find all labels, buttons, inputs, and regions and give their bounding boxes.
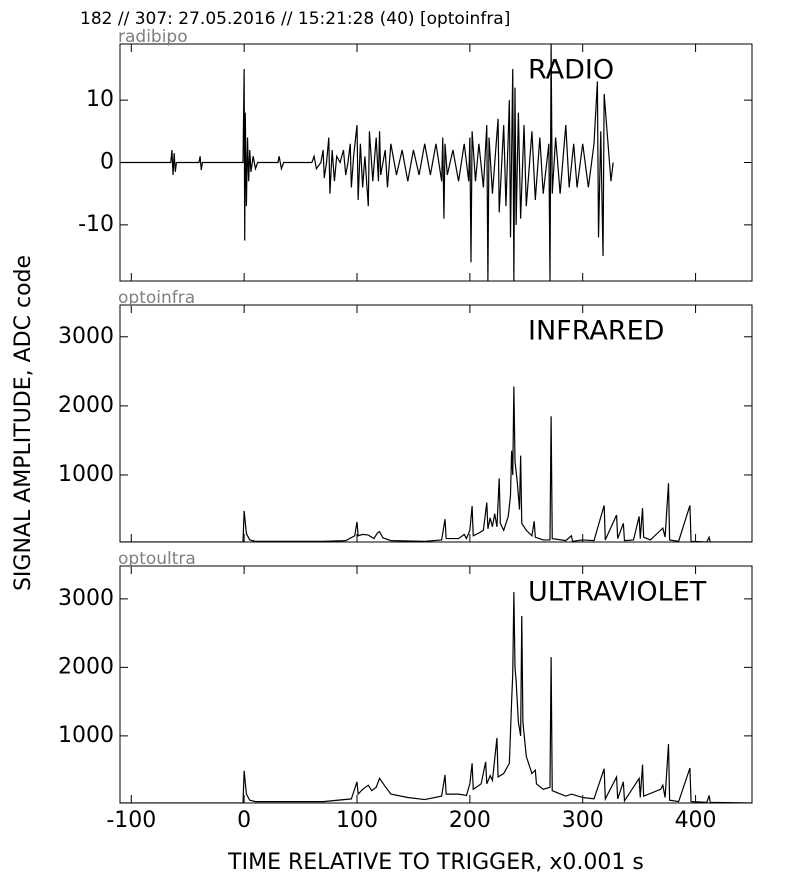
signal-line: [120, 592, 752, 803]
x-tick-label: 400: [675, 808, 717, 833]
y-tick-label: 1000: [58, 462, 114, 487]
header: 182 // 307: 27.05.2016 // 15:21:28 (40) …: [80, 9, 510, 29]
y-tick-label: 0: [100, 150, 114, 175]
x-axis-label: TIME RELATIVE TO TRIGGER, x0.001 s: [227, 850, 644, 875]
y-tick-label: 10: [86, 87, 114, 112]
y-tick-label: 2000: [58, 654, 114, 679]
y-tick-label: 2000: [58, 393, 114, 418]
y-tick-label: -10: [78, 212, 114, 237]
plot-frame: [119, 565, 753, 804]
signal-line: [120, 386, 752, 542]
y-tick-label: 3000: [58, 324, 114, 349]
y-tick-label: 3000: [58, 586, 114, 611]
x-tick-label: 100: [336, 808, 378, 833]
panel-annotation: ULTRAVIOLET: [528, 577, 707, 608]
x-tick-label: 0: [237, 808, 251, 833]
panel-label: optoultra: [118, 549, 196, 569]
y-tick-label: 1000: [58, 723, 114, 748]
x-tick-label: 300: [562, 808, 604, 833]
signal-line: [120, 44, 614, 281]
panel-annotation: RADIO: [528, 55, 614, 86]
panel-annotation: INFRARED: [528, 316, 664, 347]
plot-frame: [119, 304, 753, 543]
x-tick-label: 200: [449, 808, 491, 833]
panel-label: optoinfra: [118, 288, 195, 308]
panel-label: radibipo: [118, 27, 188, 47]
x-tick-label: -100: [106, 808, 156, 833]
y-axis-label: SIGNAL AMPLITUDE, ADC code: [11, 255, 36, 591]
